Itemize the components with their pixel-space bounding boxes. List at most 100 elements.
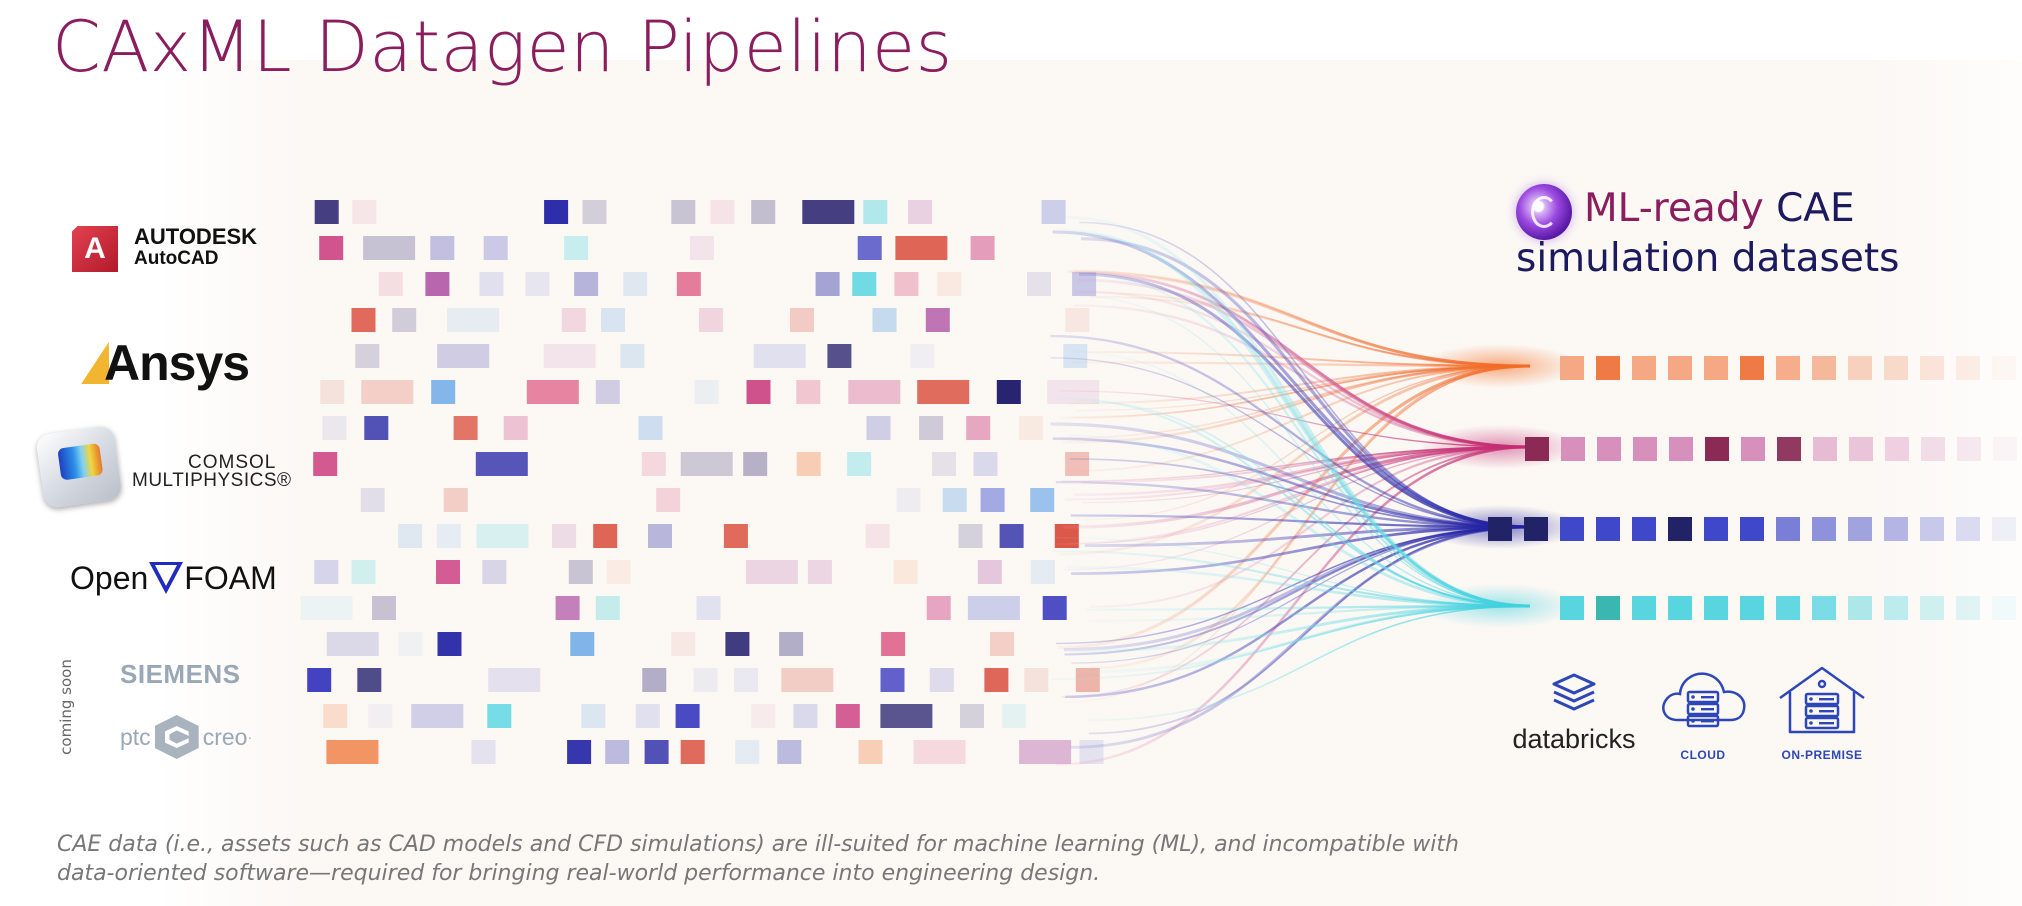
data-cell <box>642 668 667 692</box>
logo-ptc-creo: ptc creo · <box>120 712 252 762</box>
data-cell <box>638 416 663 440</box>
output-cell <box>1957 437 1981 461</box>
data-cell <box>858 740 883 764</box>
output-cell <box>1884 356 1908 380</box>
ptc-label: ptc <box>120 723 151 750</box>
data-cell <box>437 344 490 368</box>
data-cell <box>564 236 589 260</box>
output-cell <box>1848 517 1872 541</box>
data-cell <box>570 632 595 656</box>
output-cell <box>1561 437 1585 461</box>
data-cell <box>372 596 396 620</box>
data-cell <box>552 524 577 548</box>
data-cell <box>635 704 660 728</box>
data-cell <box>568 560 593 584</box>
autodesk-label: AUTODESK <box>134 224 258 249</box>
data-cell <box>352 200 377 224</box>
data-cell <box>355 344 380 368</box>
data-cell <box>996 380 1021 404</box>
data-cell <box>471 740 496 764</box>
data-cell <box>453 416 478 440</box>
output-cell <box>1993 437 2017 461</box>
data-cell <box>648 524 672 548</box>
logo-ansys: Ansys <box>81 335 250 396</box>
data-cell <box>807 560 832 584</box>
data-cell <box>475 452 528 476</box>
output-cell <box>1812 596 1836 620</box>
data-cell <box>872 308 897 332</box>
data-cell <box>676 272 701 296</box>
data-cell <box>802 200 855 224</box>
data-cell <box>479 272 504 296</box>
autodesk-badge-icon: A <box>72 226 118 272</box>
data-cell <box>411 704 464 728</box>
data-cell <box>525 272 550 296</box>
data-cell <box>926 596 951 620</box>
data-cell <box>601 308 625 332</box>
openfoam-triangle-icon <box>149 562 184 594</box>
data-cell <box>593 524 618 548</box>
data-cell <box>680 740 705 764</box>
data-cell <box>361 380 414 404</box>
data-cell <box>745 560 798 584</box>
output-cell <box>1669 437 1693 461</box>
house-server-icon <box>1779 666 1865 734</box>
data-grid <box>300 200 1104 764</box>
data-cell <box>1063 344 1088 368</box>
data-cell <box>482 560 507 584</box>
output-cell <box>1632 517 1656 541</box>
output-cell <box>1813 437 1837 461</box>
data-cell <box>967 596 1020 620</box>
page-title: CAxML Datagen Pipelines <box>52 6 953 88</box>
data-cell <box>351 560 376 584</box>
data-cell <box>488 668 541 692</box>
data-cell <box>847 452 872 476</box>
data-cell <box>735 740 760 764</box>
data-cell <box>917 380 970 404</box>
data-cell <box>1041 200 1066 224</box>
output-cell <box>1633 437 1657 461</box>
data-cell <box>966 416 991 440</box>
data-cell <box>919 416 944 440</box>
data-cell <box>835 704 860 728</box>
output-cell <box>1956 356 1980 380</box>
data-cell <box>990 632 1014 656</box>
data-cell <box>777 740 802 764</box>
output-rows <box>1488 356 2017 620</box>
data-cell <box>866 416 891 440</box>
data-cell <box>694 380 719 404</box>
data-cell <box>857 236 882 260</box>
data-cell <box>693 668 718 692</box>
simulation-datasets-label: simulation datasets <box>1516 236 1900 281</box>
on-premise-label: ON-PREMISE <box>1781 748 1863 762</box>
data-cell <box>430 236 455 260</box>
output-cell <box>1488 517 1512 541</box>
stream-lines <box>1050 215 1580 766</box>
output-cell <box>1884 596 1908 620</box>
cloud-label: CLOUD <box>1680 748 1726 762</box>
data-cell <box>1002 704 1026 728</box>
cae-label: CAE <box>1776 186 1855 231</box>
output-cell <box>1992 356 2016 380</box>
data-cell <box>644 740 669 764</box>
data-cell <box>999 524 1024 548</box>
data-cell <box>751 704 776 728</box>
output-cell <box>1849 437 1873 461</box>
data-cell <box>743 452 768 476</box>
data-cell <box>751 200 776 224</box>
data-cell <box>378 272 403 296</box>
data-cell <box>973 452 998 476</box>
data-cell <box>322 416 347 440</box>
output-cell <box>1525 437 1549 461</box>
data-cell <box>675 704 700 728</box>
autocad-label: AutoCAD <box>134 248 219 269</box>
data-cell <box>734 668 759 692</box>
data-cell <box>746 380 771 404</box>
output-cell <box>1740 356 1764 380</box>
output-cell <box>1560 517 1584 541</box>
output-cell <box>1741 437 1765 461</box>
output-cell <box>1632 596 1656 620</box>
data-cell <box>320 380 345 404</box>
databricks-stack-icon <box>1552 673 1596 711</box>
output-cell <box>1776 596 1800 620</box>
